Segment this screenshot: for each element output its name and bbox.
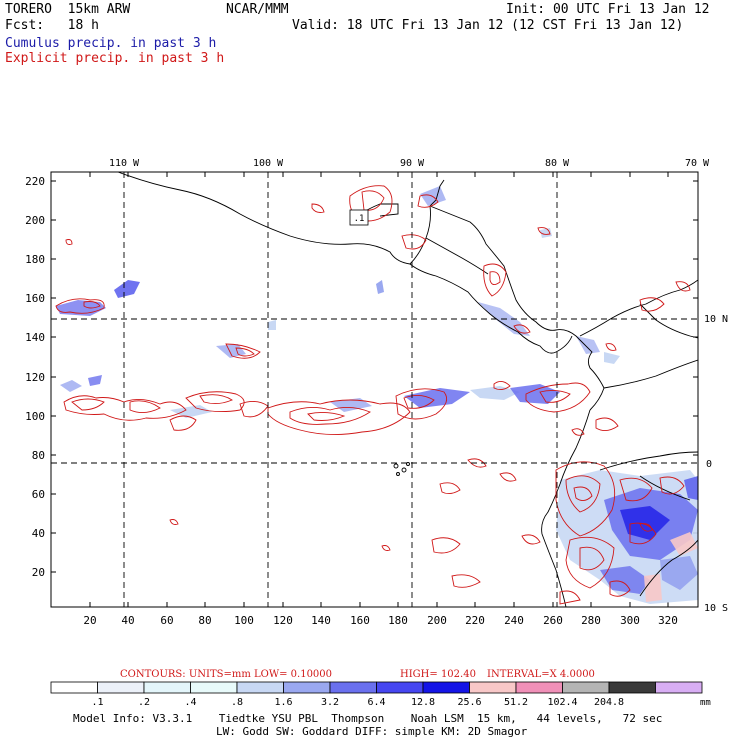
x-tick: 280 xyxy=(581,614,601,627)
y-tick: 100 xyxy=(25,410,45,423)
colorbar-label: .4 xyxy=(184,697,196,708)
colorbar: .1 .2 .4 .8 1.6 3.2 6.4 12.8 25.6 51.2 102.4 204.8 xyxy=(50,681,703,708)
colorbar-unit: mm xyxy=(700,698,711,708)
x-tick: 200 xyxy=(427,614,447,627)
contour-info: CONTOURS: UNITS=mm LOW= 0.10000 xyxy=(120,669,332,680)
y-tick: 40 xyxy=(32,527,45,540)
colorbar-swatch xyxy=(50,681,98,694)
y-tick: 120 xyxy=(25,371,45,384)
x-tick: 140 xyxy=(311,614,331,627)
colorbar-swatch xyxy=(655,681,703,694)
y-tick: 220 xyxy=(25,175,45,188)
colorbar-label: 6.4 xyxy=(367,697,385,708)
colorbar-swatch xyxy=(236,681,284,694)
contour-label-box xyxy=(349,209,369,226)
x-tick: 20 xyxy=(83,614,96,627)
contour-high: HIGH= 102.40 xyxy=(400,669,476,680)
contour-interval: INTERVAL=X 4.0000 xyxy=(487,669,595,680)
lon-label-110w: 110 W xyxy=(109,158,140,169)
contour-label: .1 xyxy=(354,214,365,224)
colorbar-swatch xyxy=(562,681,610,694)
physics-info: LW: Godd SW: Goddard DIFF: simple KM: 2D… xyxy=(216,725,528,738)
colorbar-label: 102.4 xyxy=(547,697,577,708)
x-tick: 180 xyxy=(388,614,408,627)
x-tick: 320 xyxy=(658,614,678,627)
colorbar-swatch xyxy=(190,681,238,694)
x-tick: 100 xyxy=(234,614,254,627)
y-tick: 180 xyxy=(25,253,45,266)
x-tick: 260 xyxy=(543,614,563,627)
x-tick: 40 xyxy=(121,614,134,627)
colorbar-label: .2 xyxy=(138,697,150,708)
y-tick: 140 xyxy=(25,331,45,344)
colorbar-label: 3.2 xyxy=(321,697,339,708)
colorbar-swatch xyxy=(329,681,377,694)
colorbar-label: 1.6 xyxy=(274,697,292,708)
colorbar-swatch xyxy=(422,681,470,694)
coastlines xyxy=(117,172,698,607)
colorbar-label: .1 xyxy=(91,697,103,708)
axis-tick-marks xyxy=(51,172,698,607)
model-title: TORERO 15km ARW xyxy=(5,2,131,17)
x-tick: 60 xyxy=(160,614,173,627)
lat-label-0: 0 xyxy=(706,459,712,470)
lon-label-100w: 100 W xyxy=(253,158,284,169)
organization-label: NCAR/MMM xyxy=(226,2,289,17)
lat-label-10n: 10 N xyxy=(704,314,728,325)
y-tick: 160 xyxy=(25,292,45,305)
x-tick: 120 xyxy=(273,614,293,627)
cumulus-precip-shading xyxy=(56,186,698,604)
x-tick: 300 xyxy=(620,614,640,627)
y-tick: 20 xyxy=(32,566,45,579)
colorbar-swatch xyxy=(283,681,331,694)
init-time: Init: 00 UTC Fri 13 Jan 12 xyxy=(506,2,710,17)
lat-lon-grid xyxy=(51,172,698,607)
y-tick: 60 xyxy=(32,488,45,501)
colorbar-swatch xyxy=(143,681,191,694)
lon-label-70w: 70 W xyxy=(685,158,710,169)
colorbar-swatch xyxy=(97,681,145,694)
forecast-hour: Fcst: 18 h xyxy=(5,18,99,33)
colorbar-swatch xyxy=(376,681,424,694)
lon-label-80w: 80 W xyxy=(545,158,570,169)
model-info: Model Info: V3.3.1 Tiedtke YSU PBL Thomp… xyxy=(73,712,663,725)
legend-explicit: Explicit precip. in past 3 h xyxy=(5,51,225,66)
colorbar-swatch xyxy=(469,681,517,694)
map-frame xyxy=(50,171,699,608)
y-tick: 200 xyxy=(25,214,45,227)
legend-cumulus: Cumulus precip. in past 3 h xyxy=(5,36,217,51)
y-tick: 80 xyxy=(32,449,45,462)
explicit-precip-contours xyxy=(55,185,691,605)
valid-time: Valid: 18 UTC Fri 13 Jan 12 (12 CST Fri … xyxy=(292,18,684,33)
x-tick: 160 xyxy=(350,614,370,627)
lon-label-90w: 90 W xyxy=(400,158,425,169)
colorbar-label: .8 xyxy=(231,697,243,708)
colorbar-label: 12.8 xyxy=(411,697,435,708)
colorbar-label: 25.6 xyxy=(457,697,481,708)
colorbar-swatch xyxy=(515,681,563,694)
colorbar-label: 204.8 xyxy=(594,697,624,708)
colorbar-label: 51.2 xyxy=(504,697,528,708)
x-tick: 240 xyxy=(504,614,524,627)
x-tick: 220 xyxy=(465,614,485,627)
x-tick: 80 xyxy=(198,614,211,627)
lat-label-10s: 10 S xyxy=(704,603,728,614)
colorbar-swatch xyxy=(608,681,656,694)
